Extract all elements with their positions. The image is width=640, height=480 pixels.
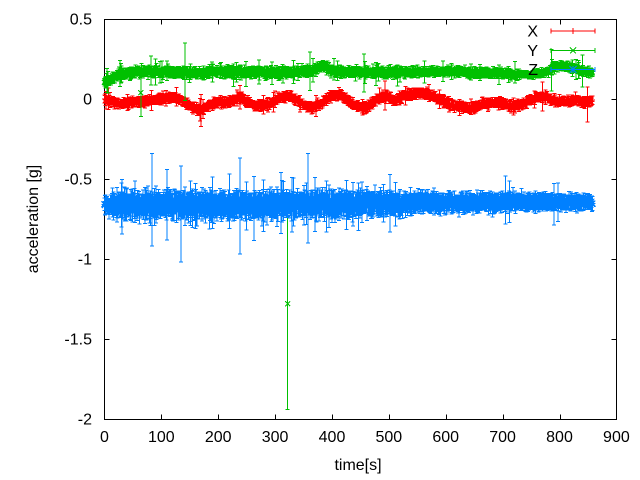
svg-text:400: 400 (319, 429, 346, 446)
svg-text:0.5: 0.5 (70, 12, 92, 29)
svg-text:0: 0 (100, 429, 109, 446)
svg-text:X: X (527, 24, 538, 41)
svg-text:900: 900 (603, 429, 630, 446)
svg-text:0: 0 (83, 92, 92, 109)
svg-text:acceleration [g]: acceleration [g] (25, 165, 42, 274)
svg-text:200: 200 (205, 429, 232, 446)
svg-text:300: 300 (262, 429, 289, 446)
svg-text:-1: -1 (78, 252, 92, 269)
svg-text:-2: -2 (78, 412, 92, 429)
svg-text:Z: Z (528, 62, 538, 79)
svg-text:800: 800 (546, 429, 573, 446)
svg-text:500: 500 (375, 429, 402, 446)
svg-text:100: 100 (148, 429, 175, 446)
svg-text:700: 700 (489, 429, 516, 446)
svg-text:Y: Y (527, 43, 538, 60)
svg-text:time[s]: time[s] (334, 457, 381, 474)
svg-text:-1.5: -1.5 (64, 332, 92, 349)
svg-text:-0.5: -0.5 (64, 172, 92, 189)
svg-text:600: 600 (432, 429, 459, 446)
